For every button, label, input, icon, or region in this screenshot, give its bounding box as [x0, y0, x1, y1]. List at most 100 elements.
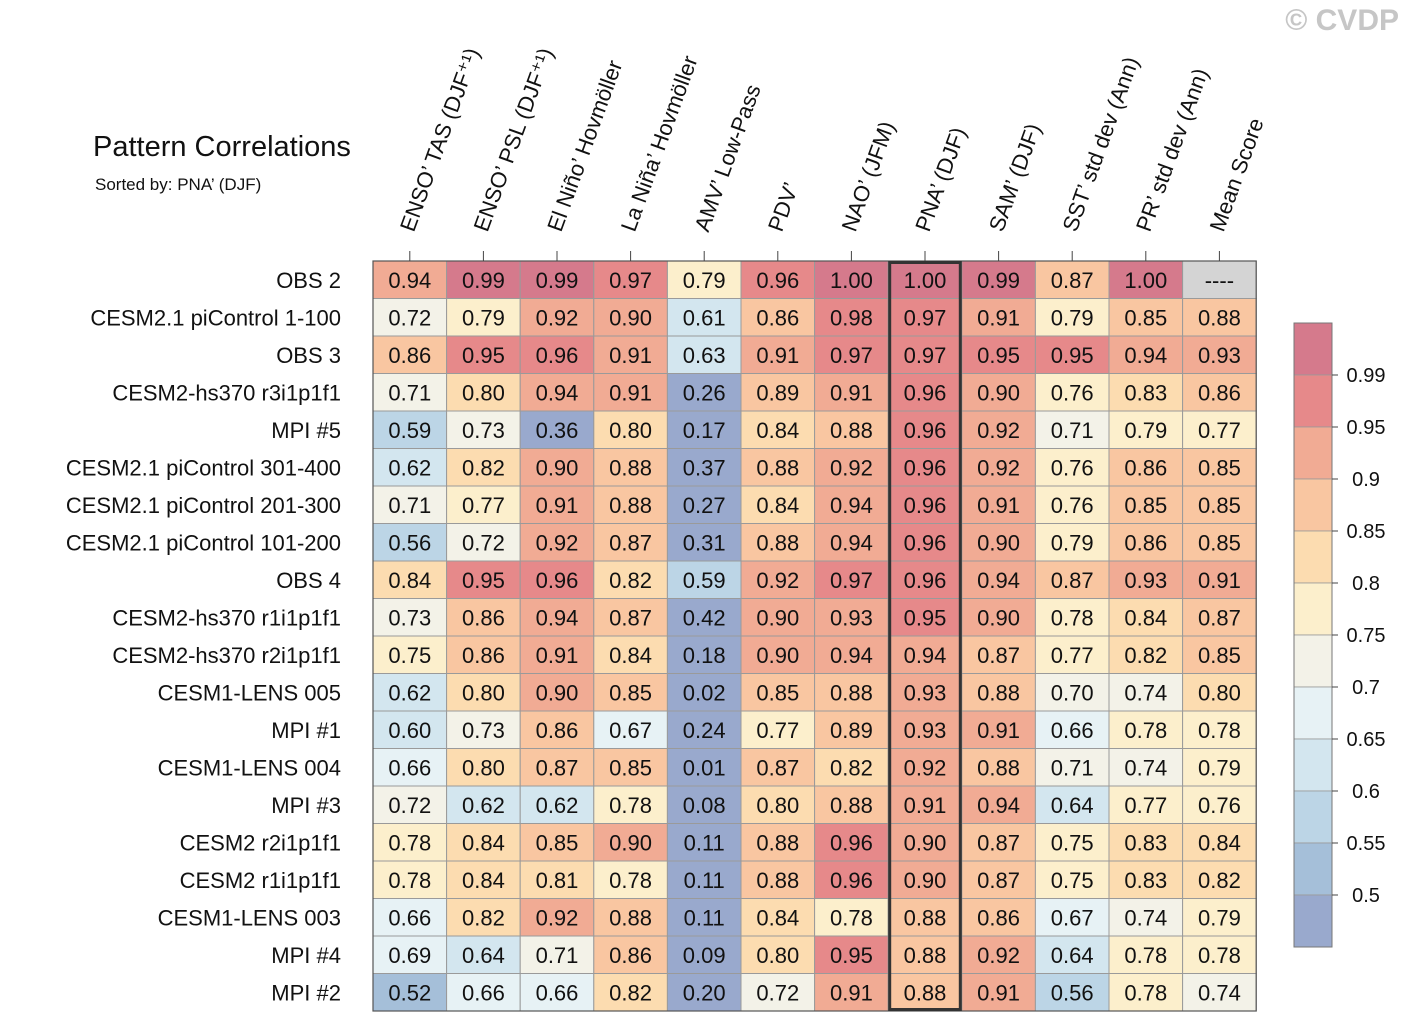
cell-value: 0.96 — [904, 493, 947, 518]
cell-value: 0.82 — [462, 455, 505, 480]
colorbar-label: 0.99 — [1347, 365, 1386, 387]
cell-value: 0.97 — [830, 343, 873, 368]
cell-value: 0.85 — [609, 755, 652, 780]
heatmap-cell — [814, 898, 889, 937]
row-label: MPI #3 — [271, 793, 341, 818]
cell-value: 0.31 — [683, 530, 726, 555]
colorbar-segment — [1293, 322, 1333, 376]
cell-value: 0.59 — [388, 418, 431, 443]
cell-value: 0.91 — [977, 718, 1020, 743]
cell-value: 0.84 — [1124, 605, 1167, 630]
cell-value: 0.73 — [462, 718, 505, 743]
heatmap-cell — [740, 860, 816, 899]
cell-value: 0.99 — [536, 268, 579, 293]
cell-value: 0.90 — [904, 868, 947, 893]
cell-value: 0.66 — [536, 980, 579, 1005]
heatmap-cell — [1108, 748, 1184, 787]
heatmap-cell — [1108, 410, 1184, 449]
cell-value: 0.97 — [904, 305, 947, 330]
cell-value: 0.72 — [462, 530, 505, 555]
cell-value: 0.77 — [462, 493, 505, 518]
heatmap-cell — [961, 710, 1036, 749]
cell-value: 0.93 — [904, 718, 947, 743]
cell-value: 0.77 — [1198, 418, 1241, 443]
cell-value: 0.62 — [536, 793, 579, 818]
cell-value: 0.90 — [977, 380, 1020, 405]
heatmap-cell — [887, 410, 963, 449]
cell-value: 0.77 — [1051, 643, 1094, 668]
heatmap-cell — [1108, 898, 1184, 937]
sort-column-highlight — [888, 261, 962, 1011]
heatmap-cell — [372, 335, 448, 374]
cell-value: 0.99 — [462, 268, 505, 293]
heatmap-cell — [372, 898, 448, 937]
heatmap-cell — [593, 523, 668, 562]
cell-value: 0.83 — [1124, 830, 1167, 855]
colorbar-label: 0.5 — [1352, 885, 1380, 907]
cell-value: 0.91 — [904, 793, 947, 818]
cell-value: 0.78 — [1124, 718, 1167, 743]
row-label: CESM2 r2i1p1f1 — [180, 830, 341, 855]
heatmap-cell — [593, 335, 668, 374]
cell-value: 0.87 — [977, 643, 1020, 668]
heatmap-cell — [446, 710, 521, 749]
colorbar-label: 0.8 — [1352, 573, 1380, 595]
cell-value: 0.88 — [609, 455, 652, 480]
cell-value: 0.87 — [1051, 568, 1094, 593]
cell-value: 0.94 — [830, 493, 873, 518]
heatmap-cell — [740, 448, 816, 487]
cell-value: 0.92 — [830, 455, 873, 480]
row-label: CESM2 r1i1p1f1 — [180, 868, 341, 893]
cell-value: 0.94 — [388, 268, 431, 293]
colorbar-segment — [1293, 894, 1333, 948]
heatmap-cell — [814, 710, 889, 749]
cell-value: 0.98 — [830, 305, 873, 330]
heatmap-cell — [740, 673, 816, 712]
cell-value: 0.62 — [388, 680, 431, 705]
cell-value: 0.80 — [756, 793, 799, 818]
cell-value: 0.82 — [1198, 868, 1241, 893]
cell-value: 0.85 — [1198, 455, 1241, 480]
heatmap-cell — [1182, 860, 1257, 899]
cell-value: 1.00 — [830, 268, 873, 293]
heatmap-cell — [740, 560, 816, 599]
cell-value: 0.71 — [388, 380, 431, 405]
cell-value: 0.84 — [609, 643, 652, 668]
cell-value: 0.79 — [1051, 305, 1094, 330]
cell-value: 0.94 — [904, 643, 947, 668]
heatmap-cell — [814, 673, 889, 712]
cell-value: 0.79 — [462, 305, 505, 330]
heatmap-cell — [1108, 823, 1184, 862]
cell-value: 0.78 — [830, 905, 873, 930]
heatmap-cell — [1182, 260, 1257, 299]
cell-value: 0.87 — [536, 755, 579, 780]
heatmap-cell — [593, 485, 668, 524]
heatmap-cell — [814, 635, 889, 674]
cell-value: 0.78 — [609, 793, 652, 818]
colorbar-segment — [1293, 686, 1333, 740]
cell-value: 0.79 — [1124, 418, 1167, 443]
cell-value: 0.62 — [388, 455, 431, 480]
heatmap-cell — [519, 335, 595, 374]
heatmap-cell — [372, 785, 448, 824]
heatmap-cell — [446, 860, 521, 899]
heatmap-cell — [372, 560, 448, 599]
cell-value: 0.95 — [462, 568, 505, 593]
heatmap-cell — [1108, 260, 1184, 299]
heatmap-cell — [372, 448, 448, 487]
cell-value: 0.26 — [683, 380, 726, 405]
cell-value: 0.78 — [388, 830, 431, 855]
cell-value: 0.96 — [904, 455, 947, 480]
cell-value: 0.17 — [683, 418, 726, 443]
cell-value: 0.87 — [1198, 605, 1241, 630]
heatmap-cell — [1108, 523, 1184, 562]
cell-value: 0.94 — [977, 793, 1020, 818]
cell-value: 0.62 — [462, 793, 505, 818]
heatmap-cell — [740, 898, 816, 937]
cell-value: 0.92 — [904, 755, 947, 780]
row-label: CESM2.1 piControl 101-200 — [66, 530, 341, 555]
heatmap-cell — [519, 710, 595, 749]
heatmap-cell — [1034, 635, 1110, 674]
cell-value: 0.67 — [1051, 905, 1094, 930]
colorbar-label: 0.7 — [1352, 677, 1380, 699]
